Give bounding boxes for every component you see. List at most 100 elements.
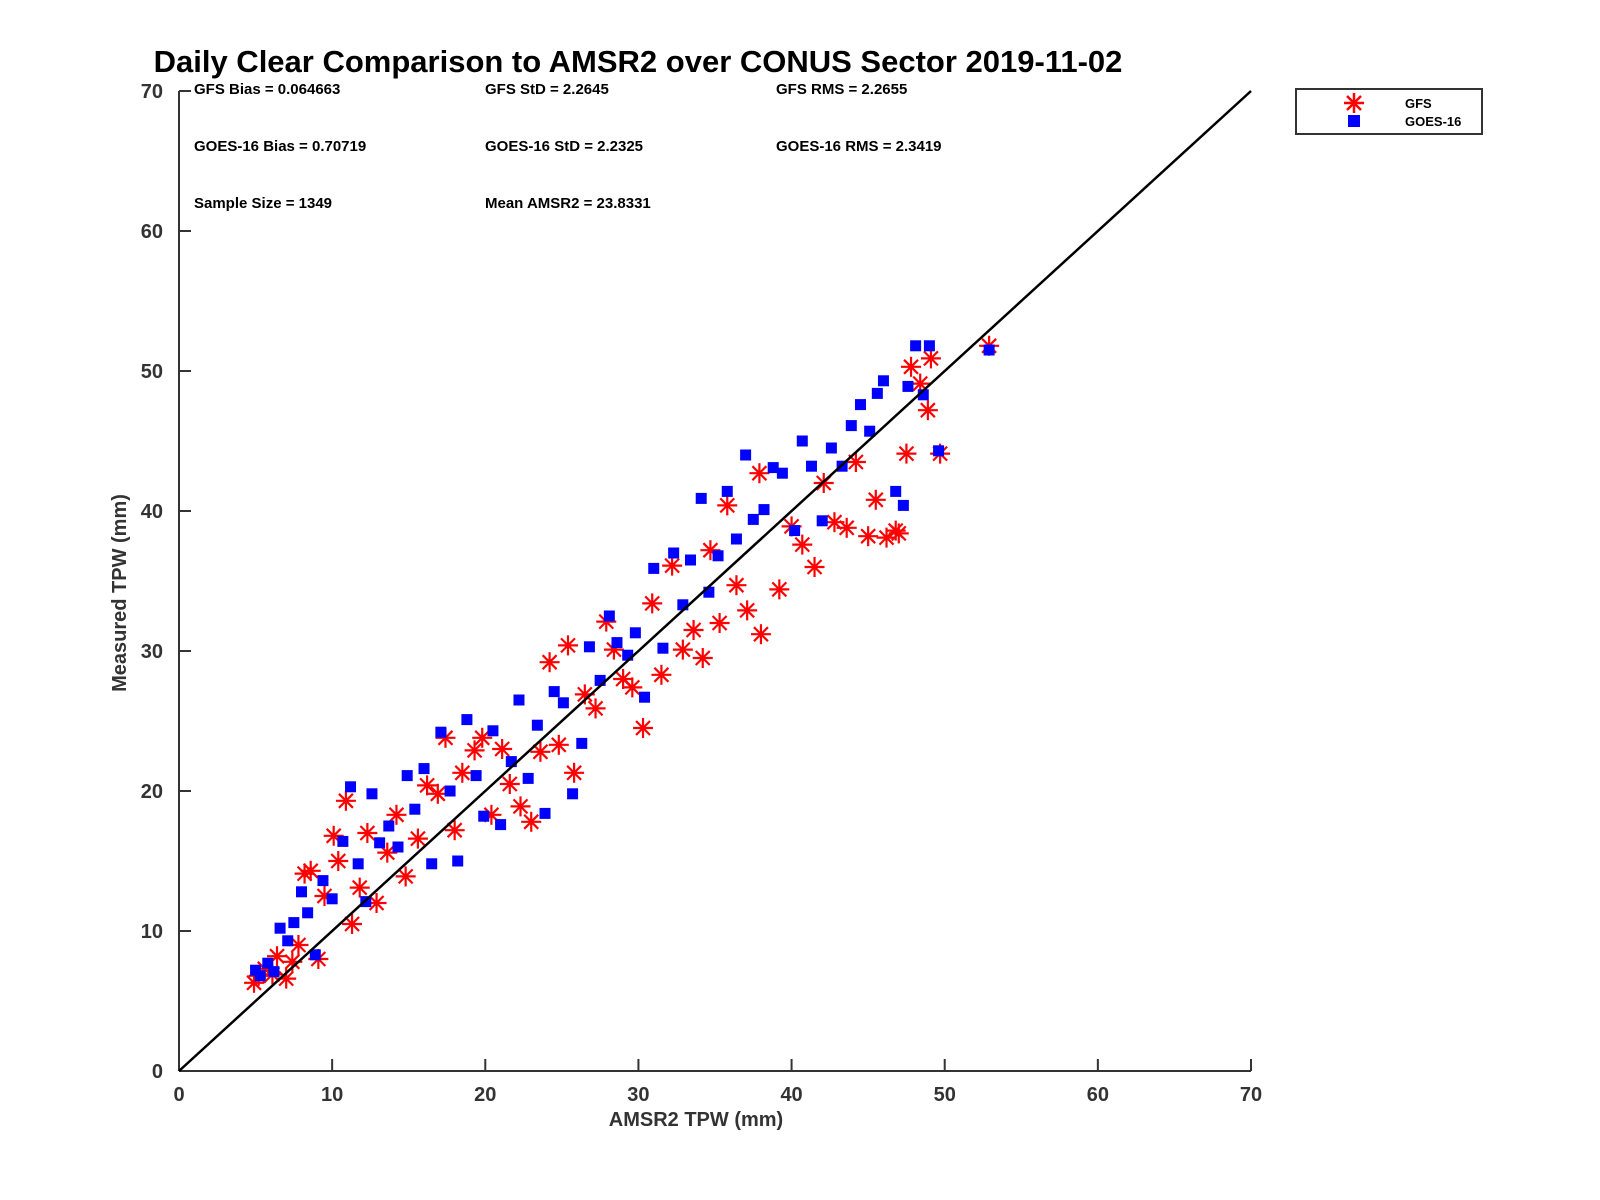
gfs-point: [633, 718, 654, 738]
goes16-point: [254, 970, 266, 982]
stat-goes16-bias: GOES-16 Bias = 0.70719: [194, 138, 366, 155]
gfs-point: [564, 762, 585, 783]
gfs-point: [901, 356, 922, 377]
goes16-point: [845, 420, 857, 432]
stat-goes16-std: GOES-16 StD = 2.2325: [485, 138, 643, 155]
stat-goes16-rms: GOES-16 RMS = 2.3419: [776, 138, 942, 155]
x-tick-label: 50: [934, 1084, 956, 1106]
goes16-point: [805, 460, 817, 472]
goes16-point: [345, 781, 357, 793]
y-tick-label: 50: [141, 361, 163, 383]
y-tick-label: 70: [141, 81, 163, 103]
goes16-point: [374, 837, 386, 849]
goes16-point: [470, 770, 482, 782]
gfs-point: [737, 600, 758, 621]
goes16-point: [326, 893, 338, 905]
gfs-point: [896, 443, 917, 464]
goes16-point: [611, 637, 623, 649]
y-tick-label: 20: [141, 781, 163, 803]
goes16-point: [302, 907, 314, 919]
gfs-point: [917, 400, 938, 421]
legend-goes16-marker: [1348, 115, 1360, 127]
goes16-point: [721, 485, 733, 497]
goes16-point: [548, 686, 560, 698]
gfs-point: [717, 495, 738, 516]
goes16-point: [539, 807, 551, 819]
goes16-point: [583, 641, 595, 653]
series-gfs: [244, 335, 1000, 993]
goes16-point: [352, 858, 364, 870]
goes16-point: [677, 599, 689, 611]
goes16-point: [452, 855, 464, 867]
gfs-point: [709, 613, 730, 633]
gfs-point: [510, 796, 531, 817]
goes16-point: [505, 756, 517, 768]
gfs-point: [395, 866, 416, 887]
gfs-point: [444, 820, 465, 841]
goes16-point: [668, 547, 680, 559]
x-axis-label: AMSR2 TPW (mm): [609, 1109, 783, 1131]
goes16-point: [274, 922, 286, 934]
gfs-point: [539, 652, 560, 673]
goes16-point: [309, 949, 321, 961]
gfs-point: [530, 741, 551, 762]
gfs-point: [750, 624, 771, 645]
legend-goes16-label: GOES-16: [1405, 114, 1461, 129]
goes16-point: [567, 788, 579, 800]
goes16-point: [758, 504, 770, 516]
gfs-point: [845, 452, 866, 472]
goes16-point: [648, 562, 660, 574]
goes16-point: [495, 819, 507, 831]
goes16-point: [864, 425, 876, 437]
x-tick-label: 10: [321, 1084, 343, 1106]
gfs-point: [452, 762, 473, 783]
gfs-point: [417, 775, 438, 796]
gfs-point: [865, 489, 886, 510]
chart-title: Daily Clear Comparison to AMSR2 over CON…: [154, 44, 1123, 79]
gfs-point: [366, 893, 387, 913]
goes16-point: [695, 492, 707, 504]
y-tick-label: 0: [152, 1061, 163, 1083]
y-tick-label: 40: [141, 501, 163, 523]
gfs-point: [642, 593, 663, 614]
x-tick-label: 20: [474, 1084, 496, 1106]
gfs-point: [464, 740, 485, 761]
goes16-point: [825, 442, 837, 454]
y-tick-label: 10: [141, 921, 163, 943]
goes16-point: [657, 642, 669, 654]
goes16-point: [890, 485, 902, 497]
goes16-point: [923, 340, 935, 352]
gfs-point: [920, 348, 941, 369]
gfs-point: [548, 734, 569, 755]
goes16-point: [917, 389, 929, 401]
gfs-point: [585, 698, 606, 719]
gfs-point: [888, 523, 909, 544]
goes16-point: [557, 697, 569, 709]
goes16-point: [747, 513, 759, 525]
goes16-point: [629, 627, 641, 639]
goes16-point: [594, 674, 606, 686]
gfs-point: [499, 774, 520, 794]
gfs-point: [858, 526, 879, 547]
gfs-point: [683, 620, 704, 640]
goes16-point: [531, 719, 543, 731]
goes16-point: [730, 533, 742, 545]
stats-block: GFS Bias = 0.064663 GFS StD = 2.2645 GFS…: [194, 81, 942, 212]
goes16-point: [337, 835, 349, 847]
gfs-point: [335, 790, 356, 811]
goes16-point: [854, 399, 866, 411]
goes16-point: [703, 586, 715, 598]
stat-gfs-bias: GFS Bias = 0.064663: [194, 81, 340, 98]
gfs-point: [749, 463, 770, 484]
gfs-point: [427, 783, 448, 804]
gfs-point: [692, 648, 713, 668]
goes16-point: [296, 886, 308, 898]
goes16-point: [392, 841, 404, 853]
stat-gfs-rms: GFS RMS = 2.2655: [776, 81, 907, 98]
goes16-point: [816, 515, 828, 527]
goes16-point: [603, 610, 615, 622]
gfs-point: [622, 677, 643, 698]
x-tick-label: 40: [780, 1084, 802, 1106]
goes16-point: [461, 714, 473, 726]
goes16-point: [871, 387, 883, 399]
